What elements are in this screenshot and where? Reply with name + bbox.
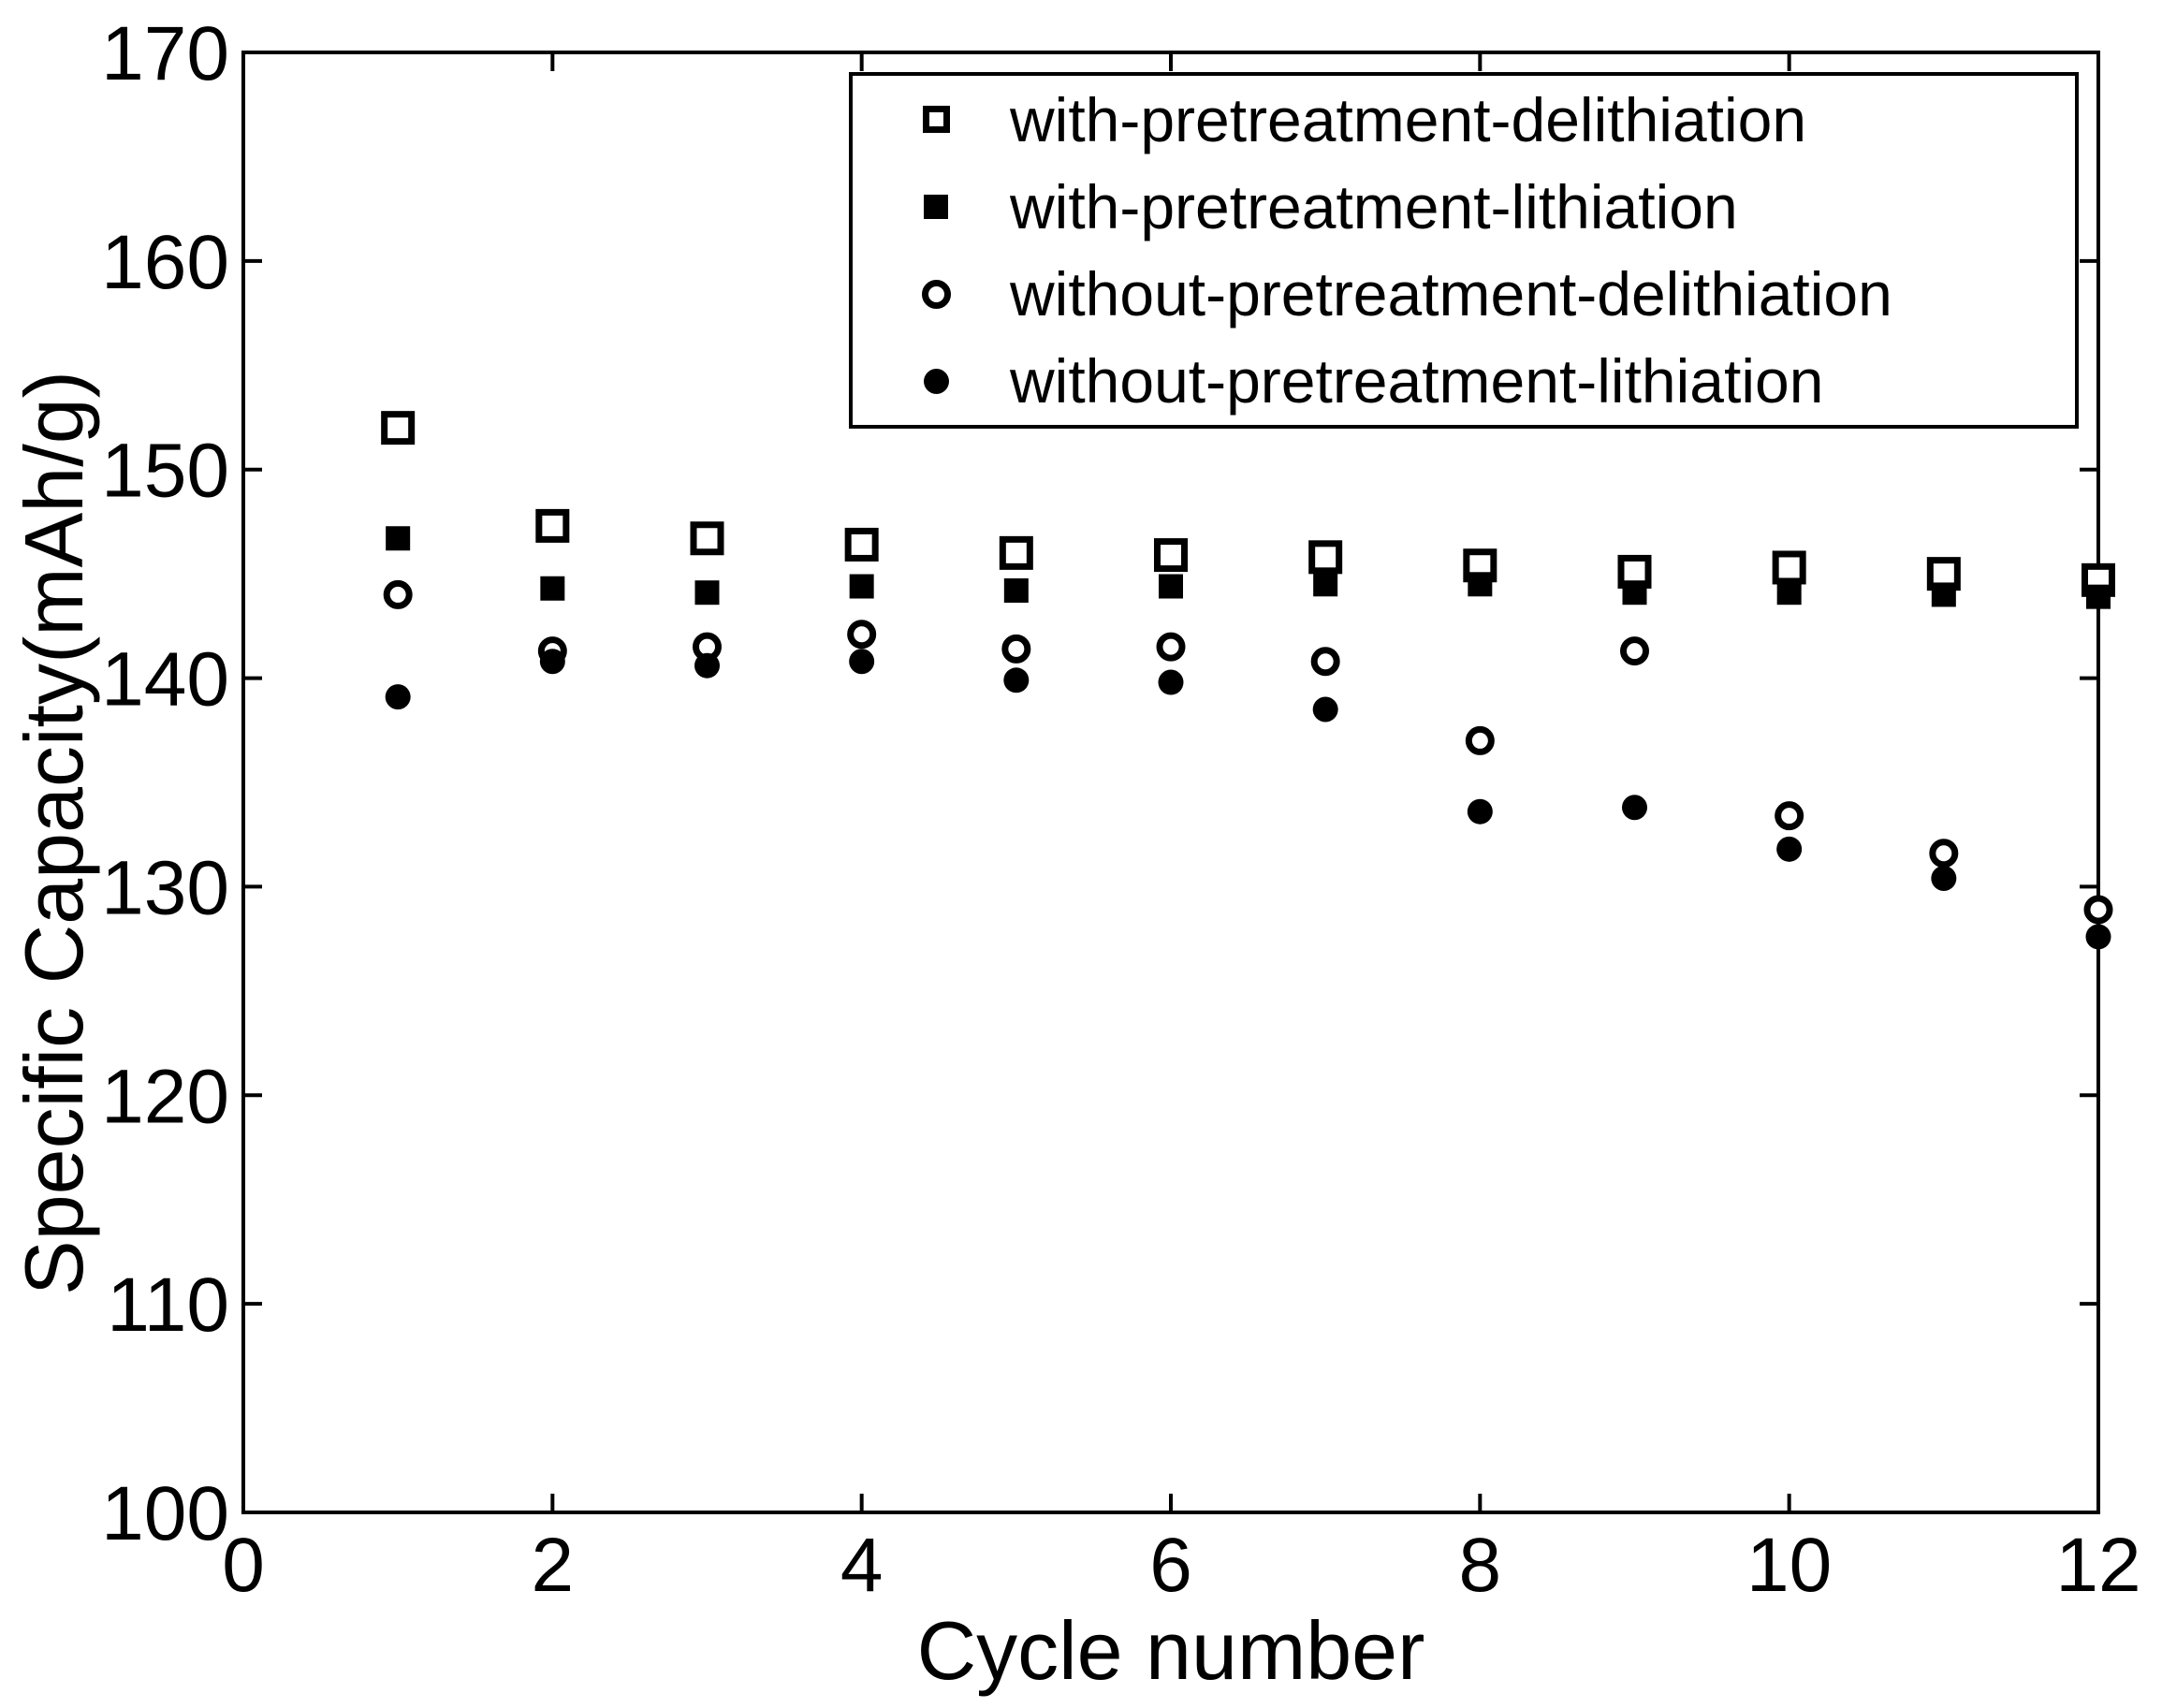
y-tick-label: 130: [101, 845, 229, 930]
filled-circle-marker-icon: [923, 368, 949, 394]
legend-label: with-pretreatment-delithiation: [1010, 84, 1807, 154]
data-point-open-square: [844, 527, 879, 562]
legend-label: with-pretreatment-lithiation: [1010, 171, 1738, 241]
data-point-filled-square: [386, 526, 411, 551]
y-tick-label: 170: [101, 11, 229, 96]
open-square-marker-icon: [922, 106, 950, 134]
legend-marker-cell: [920, 278, 952, 310]
y-tick-label: 150: [101, 429, 229, 514]
data-point-filled-square: [1313, 572, 1338, 597]
data-point-filled-circle: [539, 649, 565, 675]
data-point-filled-circle: [1312, 696, 1338, 723]
data-point-open-circle: [847, 620, 877, 650]
legend-marker-cell: [920, 191, 952, 223]
data-point-filled-circle: [385, 684, 411, 710]
filled-square-marker-icon: [924, 194, 948, 219]
data-point-filled-circle: [1158, 669, 1184, 695]
data-point-open-square: [999, 535, 1033, 570]
data-point-open-circle: [1310, 647, 1340, 677]
x-tick-label: 8: [1459, 1523, 1502, 1608]
x-tick-label: 10: [1746, 1523, 1832, 1608]
data-point-open-circle: [1465, 725, 1495, 755]
data-point-filled-square: [1931, 582, 1956, 607]
series-filled-circle: [385, 649, 2111, 950]
data-point-open-circle: [1775, 801, 1804, 831]
data-point-filled-circle: [1003, 667, 1030, 693]
data-point-filled-square: [694, 580, 720, 606]
x-tick-label: 2: [532, 1523, 575, 1608]
data-point-filled-circle: [1776, 836, 1803, 862]
y-tick-label: 140: [101, 637, 229, 723]
data-point-open-square: [1308, 540, 1343, 575]
data-point-open-circle: [1620, 636, 1649, 666]
data-point-open-square: [535, 508, 570, 543]
data-point-open-circle: [383, 579, 413, 609]
open-circle-marker-icon: [921, 279, 951, 309]
data-point-filled-square: [1468, 572, 1493, 597]
y-tick-label: 120: [101, 1054, 229, 1139]
legend-item: without-pretreatment-delithiation: [853, 252, 2075, 336]
x-tick-label: 4: [840, 1523, 884, 1608]
data-point-open-square: [1772, 550, 1806, 585]
legend-item: without-pretreatment-lithiation: [853, 339, 2075, 423]
data-point-filled-square: [1776, 580, 1802, 606]
data-point-open-circle: [1929, 839, 1959, 869]
legend-marker-cell: [920, 365, 952, 397]
series-filled-square: [386, 526, 2111, 609]
y-axis-label: Specific Capacity(mAh/g): [7, 371, 100, 1295]
data-point-filled-circle: [2085, 924, 2111, 950]
x-tick-label: 6: [1149, 1523, 1192, 1608]
data-point-filled-square: [849, 574, 874, 599]
data-point-filled-circle: [1467, 798, 1493, 825]
data-point-filled-circle: [849, 649, 875, 675]
data-point-filled-circle: [1931, 866, 1957, 892]
data-point-open-square: [690, 521, 724, 556]
data-point-open-square: [381, 411, 416, 445]
x-tick-label: 12: [2055, 1523, 2140, 1608]
data-point-filled-square: [1003, 577, 1029, 603]
legend-marker-cell: [920, 104, 952, 136]
data-point-filled-square: [1159, 574, 1183, 599]
data-point-open-circle: [1001, 634, 1031, 664]
x-axis-label: Cycle number: [916, 1604, 1425, 1697]
legend-label: without-pretreatment-delithiation: [1010, 259, 1892, 329]
data-point-filled-square: [2086, 584, 2111, 609]
data-point-filled-square: [540, 576, 565, 601]
x-tick-label: 0: [222, 1523, 265, 1608]
y-tick-label: 160: [101, 220, 229, 305]
y-tick-label: 110: [107, 1263, 229, 1348]
data-point-open-square: [1154, 538, 1188, 573]
legend-label: without-pretreatment-lithiation: [1010, 346, 1824, 416]
legend: with-pretreatment-delithiation with-pret…: [849, 72, 2079, 429]
data-point-filled-circle: [1622, 795, 1647, 821]
y-tick-label: 100: [101, 1471, 229, 1556]
legend-item: with-pretreatment-delithiation: [853, 78, 2075, 162]
series-open-circle: [383, 579, 2113, 925]
legend-item: with-pretreatment-lithiation: [853, 165, 2075, 249]
data-point-filled-square: [1622, 580, 1647, 606]
data-point-filled-circle: [694, 652, 720, 679]
data-point-open-circle: [1156, 632, 1186, 662]
data-point-open-circle: [2083, 895, 2113, 925]
